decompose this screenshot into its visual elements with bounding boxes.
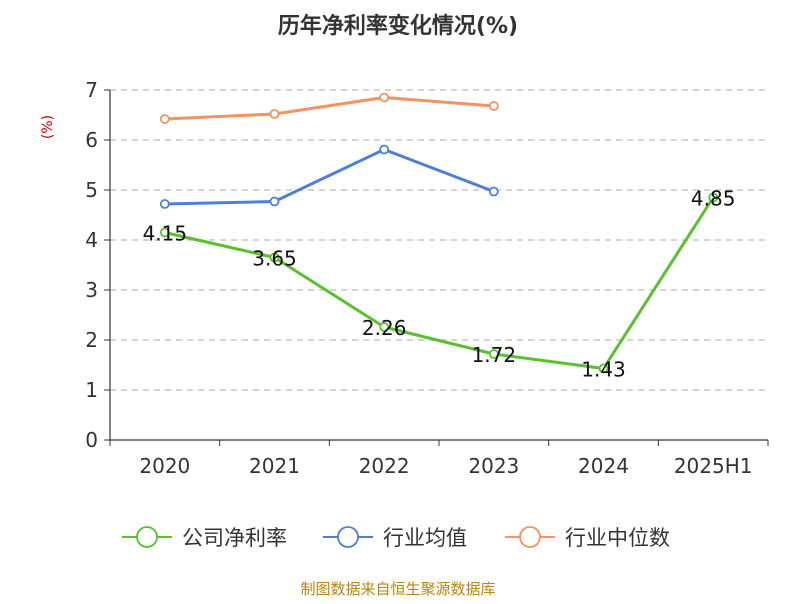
legend-marker (519, 526, 541, 548)
series-0 (159, 192, 719, 374)
chart-title: 历年净利率变化情况(%) (278, 13, 518, 39)
legend-label: 公司净利率 (182, 526, 287, 550)
x-tick-label: 2024 (578, 454, 629, 478)
y-tick-label: 3 (85, 278, 98, 302)
data-point (159, 227, 170, 238)
data-point (269, 252, 280, 263)
legend-label: 行业均值 (383, 526, 467, 550)
x-tick-label: 2023 (468, 454, 519, 478)
data-point (379, 92, 390, 103)
legend: 公司净利率 行业均值 行业中位数 (122, 526, 670, 550)
series-line (164, 148, 495, 206)
data-point (269, 109, 280, 119)
legend-marker (136, 526, 158, 548)
data-point (269, 196, 280, 207)
series-1 (159, 144, 499, 209)
y-axis-label: (%) (40, 115, 56, 139)
legend-label: 行业中位数 (565, 526, 670, 550)
data-label: 1.43 (581, 358, 626, 382)
data-label: 4.85 (691, 187, 736, 211)
data-point (488, 101, 499, 111)
series-layer (159, 92, 719, 374)
data-label: 4.15 (143, 222, 188, 246)
series-line (164, 96, 494, 121)
axes: 0 1 2 3 4 5 6 7 2020 2021 2022 2023 2024 2025H1 (85, 78, 769, 478)
x-tick-label: 2020 (139, 454, 190, 478)
y-tick-label: 4 (85, 228, 98, 252)
x-tick-label: 2025H1 (674, 454, 753, 478)
data-point (379, 144, 390, 155)
legend-item: 行业均值 (323, 526, 467, 550)
data-point (708, 192, 719, 203)
data-label: 2.26 (362, 316, 407, 340)
x-tick-label: 2021 (249, 454, 300, 478)
series-2 (159, 92, 499, 124)
y-tick-label: 0 (85, 428, 98, 452)
y-tick-label: 7 (85, 78, 98, 102)
legend-item: 公司净利率 (122, 526, 287, 550)
data-point (488, 349, 499, 359)
footer-source: 制图数据来自恒生聚源数据库 (300, 580, 495, 598)
y-tick-label: 6 (85, 128, 98, 152)
y-tick-label: 1 (85, 378, 98, 402)
data-point (379, 322, 390, 332)
data-point (598, 363, 609, 374)
y-tick-label: 2 (85, 328, 98, 352)
data-label: 3.65 (252, 247, 297, 271)
legend-item: 行业中位数 (505, 526, 670, 550)
series-line (164, 196, 715, 370)
data-point (159, 199, 170, 209)
x-tick-label: 2022 (359, 454, 410, 478)
data-label: 1.72 (472, 343, 517, 367)
y-tick-label: 5 (85, 178, 98, 202)
data-labels: 4.15 3.65 2.26 1.72 1.43 4.85 (143, 187, 736, 382)
data-point (159, 114, 170, 124)
grid-lines (110, 89, 768, 391)
data-point (488, 186, 499, 197)
legend-marker (337, 526, 359, 548)
